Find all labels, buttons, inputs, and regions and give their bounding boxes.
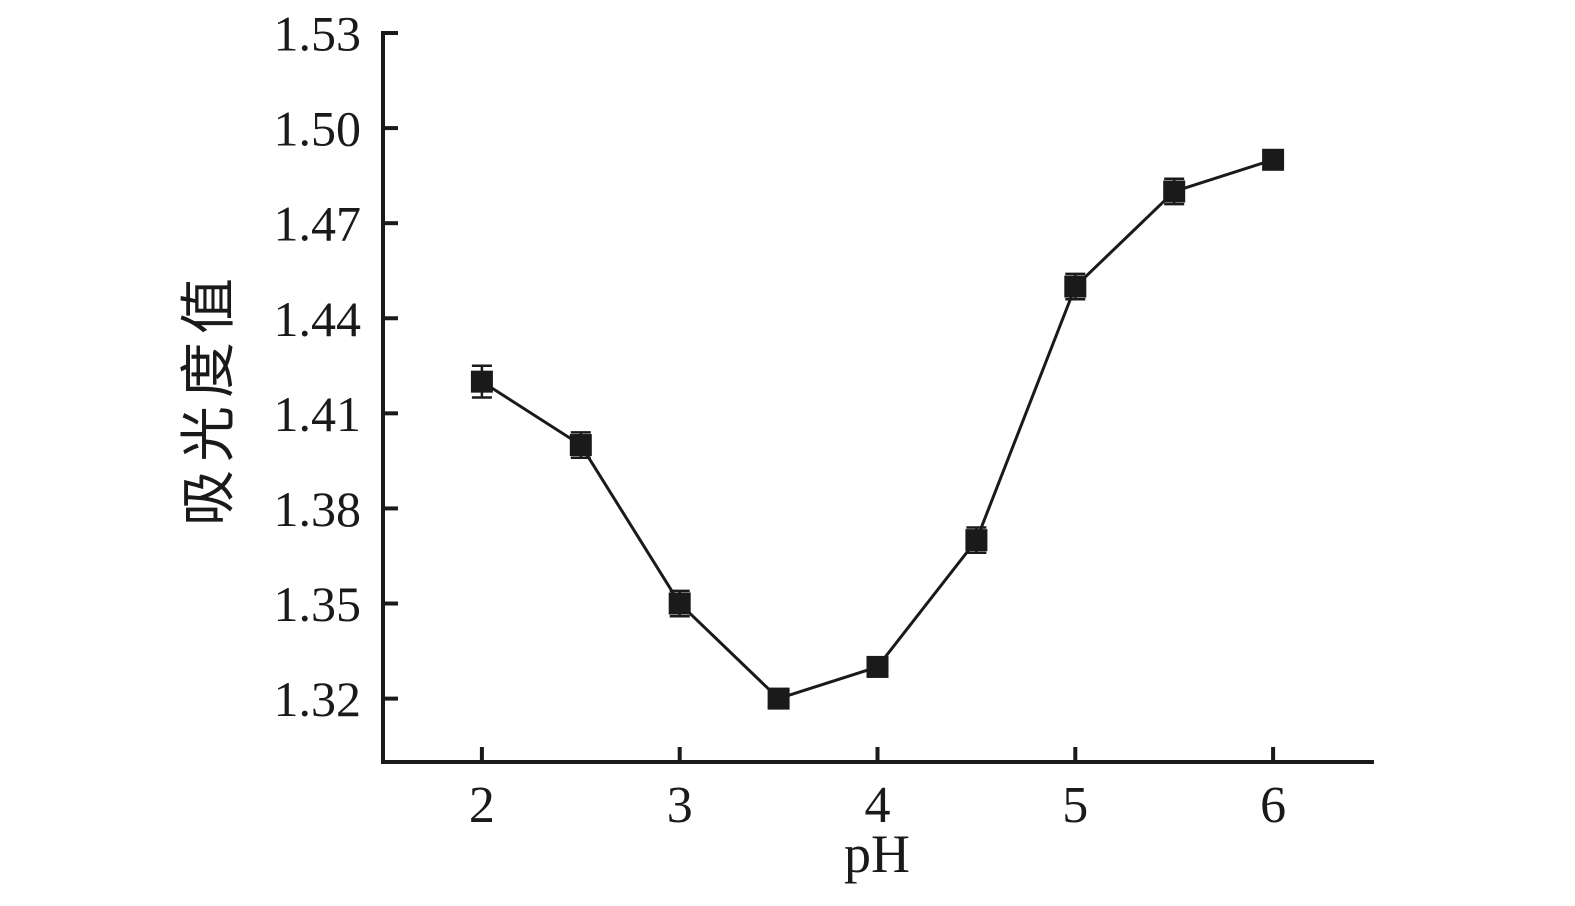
axes-spines <box>381 31 1374 764</box>
y-tick-label: 1.38 <box>274 481 362 537</box>
x-tick-label: 3 <box>667 777 693 834</box>
x-tick-label: 2 <box>469 777 495 834</box>
data-point-marker <box>1064 275 1087 298</box>
x-tick-label: 5 <box>1062 777 1088 834</box>
data-point-marker <box>866 655 889 678</box>
x-tick-label: 4 <box>865 777 891 834</box>
y-tick-label: 1.47 <box>274 196 362 252</box>
y-axis-label: 吸光度值 <box>179 270 241 526</box>
chart-generated-layer: 1.32 1.35 1.38 1.41 1.44 1.47 1.50 1.53 2 3 4 5 6 <box>274 6 1374 834</box>
data-point-marker <box>668 592 691 615</box>
series-line <box>481 158 1274 701</box>
data-point-marker <box>569 434 592 457</box>
data-point-marker <box>1262 148 1285 171</box>
data-point-marker <box>767 687 790 710</box>
y-tick-label: 1.41 <box>274 386 362 442</box>
y-tick-label: 1.44 <box>274 291 362 347</box>
y-tick-label: 1.32 <box>274 671 362 727</box>
y-tick-label: 1.50 <box>274 101 362 157</box>
x-axis-label: pH <box>844 824 910 884</box>
x-tick-label: 6 <box>1260 777 1286 834</box>
y-tick-label: 1.35 <box>274 576 362 632</box>
y-tick-label: 1.53 <box>274 6 362 62</box>
data-point-marker <box>470 370 493 393</box>
data-point-marker <box>965 529 988 552</box>
data-point-marker <box>1163 180 1186 203</box>
